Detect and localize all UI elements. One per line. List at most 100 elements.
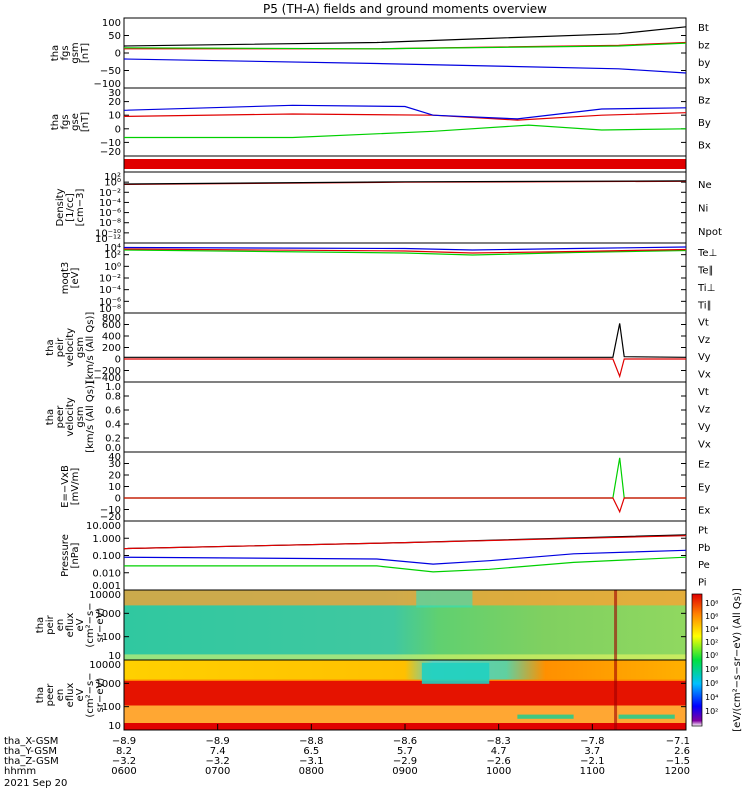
x-row-value: 5.7 xyxy=(397,746,413,757)
ion-spectrogram-low-band xyxy=(124,654,686,660)
y-tick-label: 10² xyxy=(104,172,121,183)
electron-spectrogram-patch xyxy=(618,714,675,719)
y-axis-label: [nT] xyxy=(80,43,91,63)
y-tick-label: 10⁻⁸ xyxy=(99,218,121,229)
colorbar-tick-label: 10⁶ xyxy=(705,679,718,688)
y-tick-label: 10⁻⁴ xyxy=(99,285,121,296)
x-row-label: tha_Z-GSM xyxy=(4,756,59,767)
x-row-value: −2.9 xyxy=(393,756,417,767)
y-tick-label: 0 xyxy=(115,49,121,60)
legend-entry: Vz xyxy=(698,404,710,415)
y-axis-label: peir xyxy=(55,337,66,357)
y-tick-label: 10⁴ xyxy=(104,243,121,254)
y-tick-label: 100 xyxy=(102,702,121,713)
y-tick-label: −20 xyxy=(100,147,121,158)
series-line xyxy=(124,358,686,379)
colorbar-tick-label: 10⁴ xyxy=(705,625,718,634)
legend-entry: Ey xyxy=(698,483,710,494)
x-row-value: 0900 xyxy=(392,766,417,777)
series-line xyxy=(123,248,687,254)
y-axis-label: E=−VxB xyxy=(60,465,71,508)
y-axis-label: sr−eV) xyxy=(95,608,106,643)
y-tick-label: 10000 xyxy=(89,660,121,671)
y-axis-label: [1/cc] xyxy=(65,193,76,222)
colorbar-tick-label: 10² xyxy=(705,707,718,716)
panel-frame xyxy=(123,520,687,591)
y-axis-label: eflux xyxy=(65,613,76,638)
panel-frame xyxy=(123,312,687,383)
electron-spectrogram-low-band xyxy=(124,705,686,723)
figure-title: P5 (TH-A) fields and ground moments over… xyxy=(263,2,547,16)
colorbar-tick-label: 10⁰ xyxy=(705,651,718,660)
y-axis-label: (cm²−s− xyxy=(85,602,96,647)
x-row-value: 2.6 xyxy=(674,746,690,757)
y-axis-label: eV xyxy=(75,688,86,701)
y-tick-label: 0.001 xyxy=(92,581,121,592)
y-axis-label: gse xyxy=(70,113,81,131)
electron-spectrogram-patch xyxy=(517,714,574,719)
y-tick-label: −10 xyxy=(100,505,121,516)
x-row-value: 0700 xyxy=(205,766,230,777)
x-row-value: −8.9 xyxy=(206,736,230,747)
x-row-label: hhmm xyxy=(4,766,36,777)
colorbar-tick-label: 10⁴ xyxy=(705,693,718,702)
y-tick-label: 20 xyxy=(108,97,121,108)
date-label: 2021 Sep 20 xyxy=(4,778,67,789)
x-row-value: 3.7 xyxy=(584,746,600,757)
colorbar-tick-label: 10⁸ xyxy=(705,599,718,608)
series-line xyxy=(123,535,687,550)
y-tick-label: 0.6 xyxy=(105,406,121,417)
y-tick-label: 0 xyxy=(115,124,121,135)
y-tick-label: 10⁻¹² xyxy=(95,234,121,245)
x-row-label: tha_X-GSM xyxy=(4,736,58,747)
x-row-value: −3.1 xyxy=(299,756,323,767)
legend-entry: Ex xyxy=(698,506,710,517)
y-tick-label: 100 xyxy=(102,18,121,29)
y-tick-label: 0.4 xyxy=(105,420,121,431)
magnetic-status-bar xyxy=(124,159,686,169)
series-line xyxy=(123,104,687,120)
legend-entry: Bx xyxy=(698,141,711,152)
y-tick-label: 10⁻² xyxy=(99,274,121,285)
y-axis-label: Pressure xyxy=(60,534,71,577)
series-line xyxy=(123,180,687,185)
y-axis-label: peer xyxy=(55,405,66,429)
x-row-value: −2.6 xyxy=(487,756,511,767)
y-tick-label: −10 xyxy=(100,138,121,149)
legend-entry: Vx xyxy=(698,369,711,380)
series-line xyxy=(123,26,687,47)
y-tick-label: 10 xyxy=(108,721,121,732)
y-tick-label: 0.2 xyxy=(105,434,121,445)
legend-entry: Pt xyxy=(698,526,708,537)
y-tick-label: 10 xyxy=(108,111,121,122)
y-tick-label: −50 xyxy=(100,66,121,77)
colorbar-tick-label: 10² xyxy=(705,638,718,647)
legend-entry: Ne xyxy=(698,180,712,191)
x-row-value: 7.4 xyxy=(210,746,226,757)
y-axis-label: velocity xyxy=(65,328,76,367)
y-axis-label: tha xyxy=(35,617,46,633)
y-tick-label: 1.000 xyxy=(92,534,121,545)
y-axis-label: gsm xyxy=(75,406,86,427)
y-axis-label: tha xyxy=(50,114,61,130)
legend-entry: bz xyxy=(698,40,710,51)
x-row-value: −3.2 xyxy=(206,756,230,767)
y-tick-label: 600 xyxy=(102,320,121,331)
y-axis-label: [mV/m] xyxy=(70,468,81,506)
y-axis-label: en xyxy=(55,619,66,632)
colorbar-tick-label: 10⁸ xyxy=(705,665,718,674)
x-row-value: −7.8 xyxy=(580,736,604,747)
legend-entry: Vt xyxy=(698,387,709,398)
y-tick-label: −20 xyxy=(100,512,121,523)
electron-spectrogram-mid-band xyxy=(124,681,686,706)
x-row-value: −8.3 xyxy=(487,736,511,747)
y-axis-label: gsm xyxy=(70,42,81,63)
series-line xyxy=(124,323,687,358)
y-axis-label: gsm xyxy=(75,337,86,358)
y-tick-label: 200 xyxy=(102,343,121,354)
y-axis-label: [km/s (All Qs)] xyxy=(85,381,96,453)
y-tick-label: 0 xyxy=(115,494,121,505)
legend-entry: Te∥ xyxy=(697,265,714,276)
y-tick-label: 10⁰ xyxy=(104,262,121,273)
